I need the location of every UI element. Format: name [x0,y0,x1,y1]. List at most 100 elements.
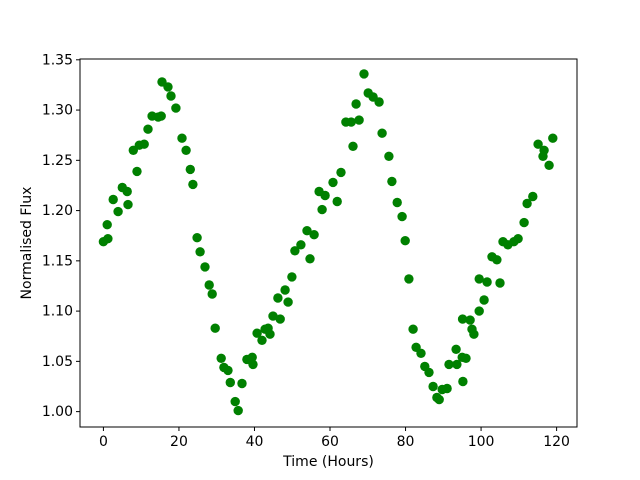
axes-spines [79,58,578,428]
data-point [108,194,118,205]
y-tick-label: 1.25 [42,153,73,169]
data-point [225,377,235,388]
data-point [354,115,364,125]
data-point [204,280,214,290]
data-point [348,141,358,151]
y-tick-label: 1.00 [42,404,73,420]
data-point [519,217,529,228]
data-point [122,186,132,197]
data-point [113,206,123,217]
data-point [474,274,484,284]
data-point [273,293,283,303]
data-point [397,211,407,222]
data-point [336,167,346,178]
data-point [451,344,461,354]
data-point [465,315,475,325]
data-point [309,230,319,240]
data-point [434,394,444,405]
data-point [223,365,233,376]
data-point [139,139,149,149]
data-point [548,133,558,143]
data-point [237,378,247,389]
data-point [252,328,262,338]
data-point [492,255,502,265]
x-tick-label: 40 [246,434,264,450]
data-point [428,381,438,392]
data-point [166,91,176,101]
data-point [479,295,489,305]
data-point [317,204,327,215]
data-point [404,274,414,284]
y-axis-label: Normalised Flux [19,187,35,300]
data-point [287,272,297,282]
data-point [305,254,315,264]
x-tick-label: 100 [468,434,495,450]
data-point [482,277,492,287]
x-tick-label: 120 [543,434,570,450]
data-point [444,359,454,370]
data-point [280,285,290,295]
data-point [247,352,257,362]
data-point [359,69,369,79]
data-point [268,311,278,321]
data-point [400,236,410,246]
x-tick-label: 0 [99,434,108,450]
data-point [332,196,342,207]
data-point [248,359,258,370]
data-point [469,329,479,339]
axes-layer: 0 20 40 60 80 100 120 1.00 1.05 1.10 1.15 1.20 1.25 1… [42,52,578,450]
data-point [163,82,173,92]
data-point [171,103,181,113]
data-point [320,190,330,201]
data-point [416,348,426,358]
data-point [452,359,462,370]
x-tick-label: 80 [397,434,415,450]
data-point [424,367,434,378]
data-point [275,314,285,324]
data-point [132,166,142,177]
data-point [188,179,198,190]
data-point [192,233,202,243]
data-point [458,376,468,387]
y-tick-label: 1.15 [42,253,73,269]
data-point [230,396,240,407]
data-point [143,124,153,134]
data-point [123,199,133,210]
x-axis-label: Time (Hours) [282,454,374,470]
y-tick-label: 1.30 [42,103,73,119]
data-point [528,191,538,202]
data-point [522,198,532,209]
data-point [495,278,505,288]
y-tick-label: 1.35 [42,52,73,68]
data-point [200,262,210,272]
data-point [207,289,217,299]
data-point [351,99,361,109]
data-point [474,306,484,316]
data-point [442,383,452,394]
data-point [377,128,387,138]
data-point [265,329,275,339]
data-point [384,151,394,161]
x-tick-label: 60 [321,434,339,450]
data-point [177,133,187,143]
data-point [195,247,205,257]
data-point [328,177,338,188]
data-point [102,220,112,230]
data-point [233,405,243,416]
y-tick-label: 1.05 [42,354,73,370]
data-point [387,176,397,187]
data-point [544,160,554,170]
points-layer [98,69,558,416]
data-point [533,139,543,149]
data-point [461,353,471,363]
data-point [392,197,402,208]
data-point [296,240,306,250]
data-point [302,226,312,236]
data-point [457,314,468,324]
data-point [181,145,191,155]
y-tick-label: 1.10 [42,304,73,320]
data-point [346,117,356,127]
data-point [283,297,293,307]
